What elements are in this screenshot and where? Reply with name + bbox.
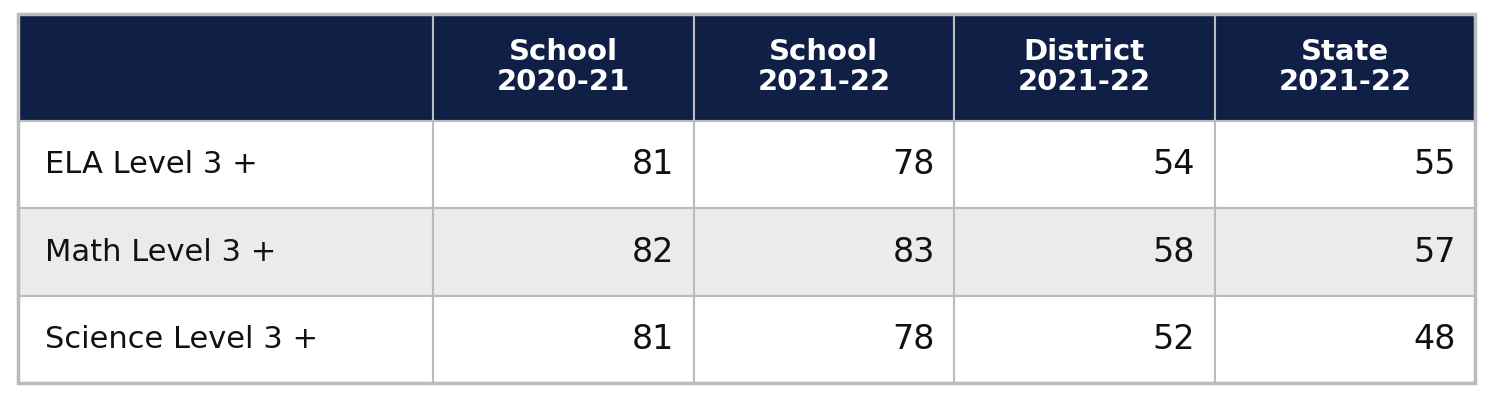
Bar bbox=[18, 14, 433, 121]
Text: ELA Level 3 +: ELA Level 3 + bbox=[45, 150, 257, 179]
Bar bbox=[433, 296, 694, 383]
Text: School: School bbox=[509, 39, 618, 66]
Text: School: School bbox=[769, 39, 878, 66]
Text: 78: 78 bbox=[893, 323, 935, 356]
Bar bbox=[18, 121, 433, 208]
Text: 2021-22: 2021-22 bbox=[1018, 68, 1151, 96]
Text: 57: 57 bbox=[1414, 235, 1456, 268]
Text: 81: 81 bbox=[632, 148, 675, 181]
Bar bbox=[433, 14, 694, 121]
Bar bbox=[954, 14, 1215, 121]
Text: State: State bbox=[1300, 39, 1388, 66]
Text: 82: 82 bbox=[632, 235, 675, 268]
Text: District: District bbox=[1024, 39, 1145, 66]
Bar bbox=[954, 296, 1215, 383]
Bar bbox=[1215, 208, 1475, 296]
Text: 2021-22: 2021-22 bbox=[757, 68, 890, 96]
Text: 55: 55 bbox=[1414, 148, 1456, 181]
Text: 2021-22: 2021-22 bbox=[1278, 68, 1411, 96]
Bar bbox=[1215, 296, 1475, 383]
Text: 58: 58 bbox=[1153, 235, 1196, 268]
Bar bbox=[954, 121, 1215, 208]
Text: 54: 54 bbox=[1153, 148, 1196, 181]
Text: 52: 52 bbox=[1153, 323, 1196, 356]
Bar bbox=[694, 121, 954, 208]
Bar bbox=[18, 208, 433, 296]
Bar bbox=[18, 296, 433, 383]
Text: Math Level 3 +: Math Level 3 + bbox=[45, 237, 276, 266]
Bar bbox=[954, 208, 1215, 296]
Text: 78: 78 bbox=[893, 148, 935, 181]
Bar bbox=[1215, 121, 1475, 208]
Text: 81: 81 bbox=[632, 323, 675, 356]
Bar bbox=[694, 14, 954, 121]
Text: 2020-21: 2020-21 bbox=[497, 68, 630, 96]
Text: 83: 83 bbox=[893, 235, 935, 268]
Text: Science Level 3 +: Science Level 3 + bbox=[45, 325, 318, 354]
Text: 48: 48 bbox=[1414, 323, 1456, 356]
Bar bbox=[694, 208, 954, 296]
Bar bbox=[694, 296, 954, 383]
Bar bbox=[1215, 14, 1475, 121]
Bar bbox=[433, 208, 694, 296]
Bar bbox=[433, 121, 694, 208]
